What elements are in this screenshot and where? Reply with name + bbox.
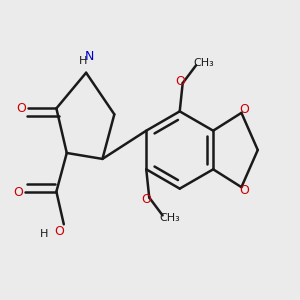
Text: CH₃: CH₃	[160, 213, 180, 223]
Text: O: O	[175, 75, 185, 88]
Text: H: H	[79, 56, 87, 66]
Text: O: O	[17, 102, 26, 115]
Text: O: O	[239, 103, 249, 116]
Text: N: N	[84, 50, 94, 63]
Text: CH₃: CH₃	[193, 58, 214, 68]
Text: O: O	[54, 225, 64, 238]
Text: O: O	[141, 193, 151, 206]
Text: O: O	[14, 186, 24, 199]
Text: O: O	[239, 184, 249, 196]
Text: H: H	[40, 229, 49, 239]
